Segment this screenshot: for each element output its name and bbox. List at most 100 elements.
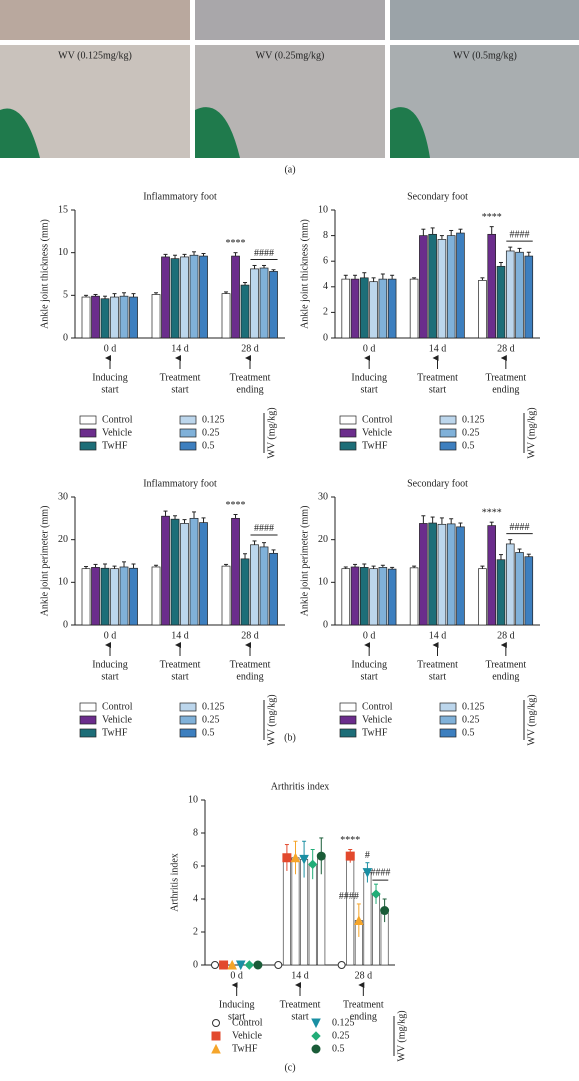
y-tick-label: 10 bbox=[58, 247, 68, 258]
bar bbox=[341, 568, 351, 626]
phase-label: start bbox=[361, 384, 378, 395]
bar bbox=[180, 256, 189, 339]
y-tick-label: 10 bbox=[58, 577, 68, 588]
bar bbox=[161, 515, 170, 626]
legend-swatch bbox=[179, 702, 197, 712]
bar bbox=[378, 567, 388, 626]
y-axis-label: Arthritis index bbox=[169, 853, 180, 912]
annotation: **** bbox=[226, 238, 246, 249]
legend-marker bbox=[311, 1031, 321, 1041]
bar bbox=[269, 271, 278, 339]
phase-label: Treatment bbox=[485, 659, 526, 670]
legend-group-label: WV (mg/kg) bbox=[266, 694, 277, 745]
marker bbox=[274, 961, 283, 969]
y-tick-label: 2 bbox=[323, 307, 328, 318]
annotation: #### bbox=[510, 522, 530, 533]
chart-title: Arthritis index bbox=[271, 781, 330, 792]
marker bbox=[307, 859, 318, 870]
bar bbox=[110, 296, 119, 339]
legend-group-label: WV (mg/kg) bbox=[526, 694, 537, 745]
annotation: # bbox=[365, 850, 370, 861]
legend-label: TwHF bbox=[102, 727, 128, 738]
y-axis-label: Ankle joint thickness (mm) bbox=[299, 219, 310, 329]
phase-label: Treatment bbox=[160, 372, 201, 383]
legend-label: 0.5 bbox=[332, 1043, 345, 1054]
legend-label: Control bbox=[232, 1017, 263, 1028]
annotation: #### bbox=[339, 891, 359, 902]
phase-label: start bbox=[101, 384, 118, 395]
legend-swatch bbox=[339, 428, 357, 438]
y-tick-label: 8 bbox=[323, 230, 328, 241]
legend-swatch bbox=[79, 702, 97, 712]
phase-label: Treatment bbox=[417, 372, 458, 383]
bar bbox=[269, 552, 278, 626]
x-tick-label: 14 d bbox=[291, 970, 309, 981]
legend-swatch bbox=[339, 441, 357, 451]
bar bbox=[360, 567, 369, 626]
legend-label: 0.5 bbox=[462, 727, 475, 738]
y-axis-label: Ankle joint thickness (mm) bbox=[39, 219, 50, 329]
legend-label: 0.5 bbox=[462, 440, 475, 451]
bar bbox=[240, 558, 250, 626]
bar bbox=[505, 543, 515, 626]
phase-label: start bbox=[171, 671, 188, 682]
legend-marker bbox=[212, 1019, 220, 1027]
x-tick-label: 28 d bbox=[241, 630, 259, 641]
y-tick-label: 15 bbox=[58, 204, 68, 215]
legend-swatch bbox=[439, 441, 457, 451]
legend-label: TwHF bbox=[362, 440, 388, 451]
annotation: #### bbox=[370, 867, 390, 878]
bar bbox=[409, 278, 419, 339]
bar bbox=[478, 568, 487, 626]
legend-label: 0.5 bbox=[202, 727, 215, 738]
bar bbox=[409, 567, 419, 626]
marker bbox=[316, 851, 326, 861]
legend-swatch bbox=[439, 728, 457, 738]
x-tick-label: 14 d bbox=[171, 630, 189, 641]
x-tick-label: 28 d bbox=[241, 343, 259, 354]
legend-label: 0.25 bbox=[202, 714, 220, 725]
legend-label: Vehicle bbox=[362, 714, 393, 725]
legend-label: Control bbox=[362, 414, 393, 425]
legend-label: 0.125 bbox=[462, 701, 485, 712]
legend-swatch bbox=[439, 428, 457, 438]
legend-label: 0.25 bbox=[462, 427, 480, 438]
panel-label: (c) bbox=[284, 1062, 295, 1073]
bar bbox=[91, 567, 100, 626]
marker bbox=[371, 889, 381, 899]
bar bbox=[129, 296, 138, 339]
legend-label: Vehicle bbox=[102, 427, 133, 438]
bar bbox=[524, 556, 534, 626]
bar bbox=[369, 281, 378, 339]
legend-group-label: WV (mg/kg) bbox=[396, 1010, 407, 1061]
y-tick-label: 0 bbox=[323, 332, 328, 343]
bar bbox=[189, 517, 199, 626]
y-tick-label: 4 bbox=[193, 893, 198, 904]
x-tick-label: 28 d bbox=[355, 970, 373, 981]
phase-label: start bbox=[101, 671, 118, 682]
bar bbox=[199, 255, 208, 339]
bar bbox=[100, 567, 110, 626]
bar bbox=[350, 566, 360, 626]
bar bbox=[487, 525, 496, 626]
phase-label: ending bbox=[236, 384, 263, 395]
bar bbox=[170, 258, 180, 339]
legend-swatch bbox=[439, 715, 457, 725]
legend-label: 0.25 bbox=[202, 427, 220, 438]
photo-label: WV (0.125mg/kg) bbox=[58, 50, 132, 61]
chart-title: Inflammatory foot bbox=[143, 191, 217, 202]
x-tick-label: 0 d bbox=[104, 343, 117, 354]
bar bbox=[515, 251, 524, 339]
bar bbox=[180, 523, 189, 626]
legend-label: 0.25 bbox=[332, 1030, 350, 1041]
x-tick-label: 14 d bbox=[171, 343, 189, 354]
phase-label: start bbox=[291, 1011, 308, 1022]
bar bbox=[372, 893, 381, 966]
marker bbox=[354, 915, 364, 925]
y-axis-label: Ankle joint perimeter (mm) bbox=[299, 506, 310, 617]
bar bbox=[189, 254, 199, 339]
legend-swatch bbox=[339, 702, 357, 712]
marker bbox=[227, 959, 237, 970]
marker bbox=[380, 906, 390, 916]
y-tick-label: 5 bbox=[63, 290, 68, 301]
